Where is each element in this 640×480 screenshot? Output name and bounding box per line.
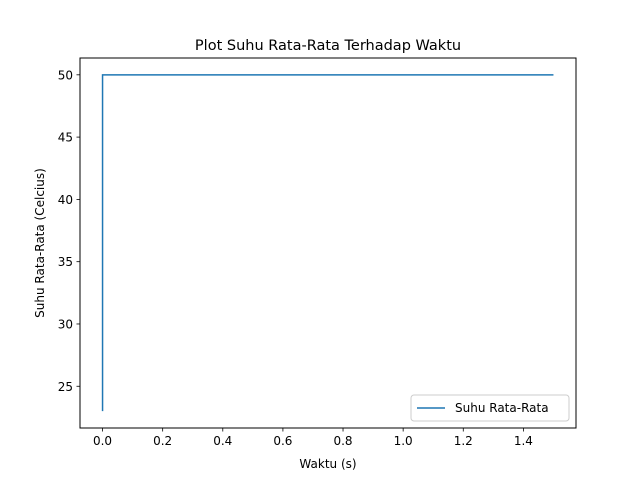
- x-tick-label: 1.2: [454, 434, 473, 448]
- x-tick-label: 0.2: [153, 434, 172, 448]
- chart-title: Plot Suhu Rata-Rata Terhadap Waktu: [195, 38, 461, 54]
- x-tick-label: 0.4: [213, 434, 232, 448]
- y-tick-label: 50: [58, 68, 73, 82]
- x-axis-ticks: 0.0 0.2 0.4 0.6 0.8 1.0 1.2 1.4: [93, 428, 533, 448]
- x-tick-label: 0.8: [333, 434, 352, 448]
- y-tick-label: 30: [58, 317, 73, 331]
- legend-label-suhu-rata-rata: Suhu Rata-Rata: [455, 401, 549, 415]
- y-axis-label: Suhu Rata-Rata (Celcius): [33, 168, 47, 318]
- legend: Suhu Rata-Rata: [410, 394, 570, 422]
- y-tick-label: 25: [58, 380, 73, 394]
- plot-frame: [79, 57, 577, 429]
- y-tick-label: 40: [58, 193, 73, 207]
- x-tick-label: 0.6: [273, 434, 292, 448]
- x-tick-label: 0.0: [93, 434, 112, 448]
- y-tick-label: 35: [58, 255, 73, 269]
- legend-box: [410, 394, 570, 422]
- series-layer: [101, 74, 554, 412]
- x-tick-label: 1.0: [394, 434, 413, 448]
- y-tick-label: 45: [58, 131, 73, 145]
- x-axis-label: Waktu (s): [299, 457, 356, 471]
- series-line-suhu-rata-rata: [101, 74, 554, 412]
- x-tick-label: 1.4: [514, 434, 533, 448]
- y-axis-ticks: 25 30 35 40 45 50: [58, 68, 80, 394]
